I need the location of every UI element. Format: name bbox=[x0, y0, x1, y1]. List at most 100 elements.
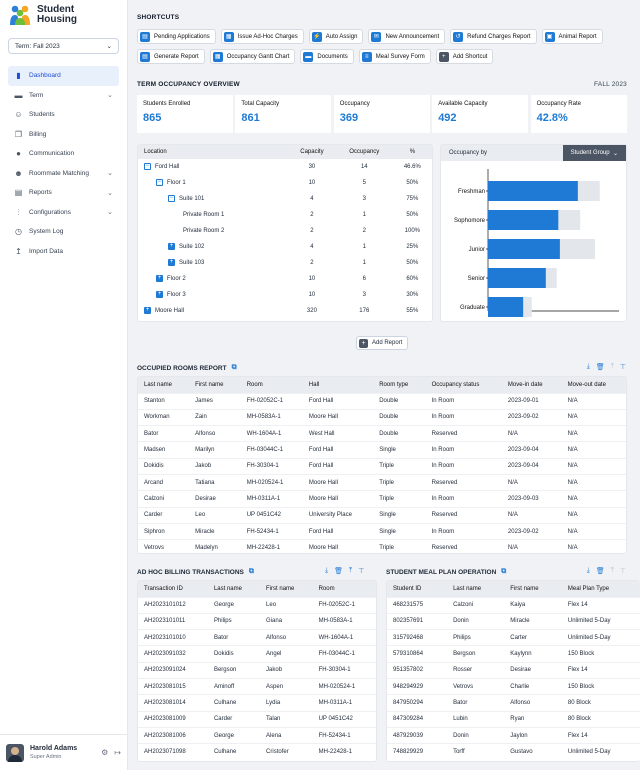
table-row[interactable]: 951357802 Rosser Desirae Flex 14 bbox=[387, 661, 640, 679]
shortcut-refund-charges-report[interactable]: ↺ Refund Charges Report bbox=[450, 29, 537, 44]
column-header[interactable]: Student ID bbox=[387, 581, 448, 597]
column-header[interactable]: Last name bbox=[447, 581, 505, 597]
collapse-icon[interactable]: − bbox=[144, 163, 151, 171]
table-row[interactable]: Private Room 2 2 2 100% bbox=[138, 223, 432, 239]
table-row[interactable]: 487929039 Donin Jaylon Flex 14 bbox=[387, 726, 640, 744]
sidebar-item-reports[interactable]: ▤ Reports ⌄ bbox=[0, 183, 127, 203]
upload-icon[interactable]: ⤒ bbox=[610, 567, 614, 574]
trash-icon[interactable]: 🗑 bbox=[334, 568, 343, 575]
table-row[interactable]: Dokidis Jakob FH-30304-1 Ford Hall Triple In … bbox=[138, 457, 626, 475]
app-logo[interactable]: Student Housing bbox=[0, 0, 127, 30]
table-row[interactable]: Madsen Marilyn FH-03044C-1 Ford Hall Single I… bbox=[138, 441, 626, 459]
table-row[interactable]: 579310864 Bergson Kaylynn 150 Block bbox=[387, 645, 640, 663]
external-link-icon[interactable]: ⧉ bbox=[248, 568, 254, 575]
table-row[interactable]: Carder Leo UP 0451C42 University Place Singl… bbox=[138, 506, 626, 524]
external-link-icon[interactable]: ⧉ bbox=[501, 568, 507, 575]
table-row[interactable]: 315792468 Philips Carter Unlimited 5-Day bbox=[387, 629, 640, 646]
column-header[interactable]: Hall bbox=[302, 377, 374, 393]
sidebar-item-import-data[interactable]: ↥ Import Data bbox=[0, 242, 127, 262]
shortcut-meal-survey-form[interactable]: ≡ Meal Survey Form bbox=[358, 49, 431, 64]
sidebar-item-dashboard[interactable]: ▮ Dashboard bbox=[8, 66, 119, 86]
table-row[interactable]: + Floor 3 10 3 30% bbox=[138, 287, 432, 303]
column-header[interactable]: % bbox=[392, 145, 432, 159]
column-header[interactable]: Occupancy status bbox=[425, 377, 502, 393]
gear-icon[interactable]: ⚙ bbox=[101, 748, 109, 757]
table-row[interactable]: Workman Zain MH-0583A-1 Moore Hall Double In … bbox=[138, 408, 626, 426]
table-row[interactable]: + Suite 103 2 1 50% bbox=[138, 255, 432, 271]
sidebar-item-configurations[interactable]: ⫶ Configurations ⌄ bbox=[0, 203, 127, 223]
expand-icon[interactable]: + bbox=[168, 259, 175, 267]
occupancy-bar[interactable] bbox=[488, 268, 546, 288]
download-icon[interactable]: ⤓ bbox=[325, 567, 329, 574]
table-row[interactable]: AH2023091024 Bergson Jakob FH-30304-1 bbox=[138, 661, 376, 679]
column-header[interactable]: Room bbox=[312, 581, 376, 597]
occupancy-bar[interactable] bbox=[488, 297, 524, 317]
group-select[interactable]: Student Group ⌄ bbox=[562, 145, 626, 161]
occupancy-bar[interactable] bbox=[488, 210, 559, 230]
column-header[interactable]: Location bbox=[138, 145, 288, 159]
table-row[interactable]: AH2023071098 Culhane Cristofer MH-22428-1 bbox=[138, 743, 376, 760]
pin-icon[interactable]: ⊤ bbox=[358, 568, 365, 575]
table-row[interactable]: AH2023081015 Aminoff Aspen MH-020524-1 bbox=[138, 677, 376, 695]
table-row[interactable]: AH2023091032 Dokidis Angel FH-03044C-1 bbox=[138, 645, 376, 663]
column-header[interactable]: Move-out date bbox=[561, 377, 626, 393]
table-row[interactable]: + Floor 2 10 6 60% bbox=[138, 271, 432, 287]
table-row[interactable]: − Ford Hall 30 14 46.6% bbox=[138, 159, 432, 175]
table-row[interactable]: AH2023101011 Philips Giana MH-0583A-1 bbox=[138, 612, 376, 630]
download-icon[interactable]: ⤓ bbox=[586, 567, 590, 574]
table-row[interactable]: Arcand Tatiana MH-020524-1 Moore Hall Triple… bbox=[138, 473, 626, 491]
download-icon[interactable]: ⤓ bbox=[586, 363, 590, 370]
column-header[interactable]: Move-in date bbox=[501, 377, 562, 393]
occupancy-bar[interactable] bbox=[488, 181, 578, 201]
column-header[interactable]: Capacity bbox=[288, 145, 336, 159]
column-header[interactable]: Meal Plan Type bbox=[561, 581, 640, 597]
table-row[interactable]: − Floor 1 10 5 50% bbox=[138, 175, 432, 191]
table-row[interactable]: + Suite 102 4 1 25% bbox=[138, 239, 432, 255]
table-row[interactable]: 948294929 Vetrovs Charlie 150 Block bbox=[387, 677, 640, 695]
term-select[interactable]: Term: Fall 2023 ⌄ bbox=[8, 38, 119, 54]
table-row[interactable]: AH2023081014 Culhane Lydia MH-0311A-1 bbox=[138, 694, 376, 712]
table-row[interactable]: AH2023081009 Carder Talan UP 0451C42 bbox=[138, 710, 376, 728]
occupancy-bar[interactable] bbox=[488, 239, 560, 259]
add-report-button[interactable]: + Add Report bbox=[356, 336, 409, 350]
column-header[interactable]: Room type bbox=[373, 377, 426, 393]
sidebar-item-communication[interactable]: ● Communication bbox=[0, 144, 127, 164]
column-header[interactable]: First name bbox=[504, 581, 562, 597]
table-row[interactable]: Calzoni Desirae MH-0311A-1 Moore Hall Triple… bbox=[138, 490, 626, 508]
table-row[interactable]: − Suite 101 4 3 75% bbox=[138, 191, 432, 207]
table-row[interactable]: 748829929 Torff Gustavo Unlimited 5-Day bbox=[387, 743, 640, 760]
shortcut-issue-ad-hoc-charges[interactable]: ▦ Issue Ad-Hoc Charges bbox=[220, 29, 304, 44]
column-header[interactable]: First name bbox=[189, 377, 241, 393]
external-link-icon[interactable]: ⧉ bbox=[231, 364, 237, 371]
column-header[interactable]: Occupancy bbox=[335, 145, 393, 159]
table-row[interactable]: Siphron Miracle FH-52434-1 Ford Hall Single I… bbox=[138, 522, 626, 540]
shortcut-add-shortcut[interactable]: + Add Shortcut bbox=[435, 49, 494, 64]
table-row[interactable]: AH2023081006 George Alena FH-52434-1 bbox=[138, 726, 376, 744]
trash-icon[interactable]: 🗑 bbox=[595, 568, 605, 575]
shortcut-generate-report[interactable]: ▤ Generate Report bbox=[137, 49, 205, 64]
column-header[interactable]: Transaction ID bbox=[138, 581, 208, 597]
upload-icon[interactable]: ⤒ bbox=[610, 363, 614, 370]
collapse-icon[interactable]: − bbox=[156, 179, 163, 187]
column-header[interactable]: Last name bbox=[207, 581, 261, 597]
sidebar-item-roommate-matching[interactable]: ☻ Roommate Matching ⌄ bbox=[0, 164, 127, 184]
column-header[interactable]: Last name bbox=[138, 377, 190, 393]
table-row[interactable]: 847309284 Lubin Ryan 80 Block bbox=[387, 710, 640, 728]
table-row[interactable]: + Moore Hall 320 176 55% bbox=[138, 303, 432, 319]
shortcut-documents[interactable]: ▬ Documents bbox=[300, 49, 354, 64]
table-row[interactable]: AH2023101010 Bator Alfonso WH-1604A-1 bbox=[138, 629, 376, 646]
logout-icon[interactable]: ↦ bbox=[114, 748, 121, 757]
pin-icon[interactable]: ⊤ bbox=[619, 568, 626, 575]
shortcut-pending-applications[interactable]: ▤ Pending Applications bbox=[137, 29, 216, 44]
shortcut-animal-report[interactable]: ▣ Animal Report bbox=[541, 29, 603, 44]
sidebar-item-term[interactable]: ▬ Term ⌄ bbox=[0, 86, 127, 106]
column-header[interactable]: First name bbox=[260, 581, 313, 597]
expand-icon[interactable]: + bbox=[156, 291, 163, 299]
expand-icon[interactable]: + bbox=[144, 307, 151, 315]
table-row[interactable]: 468231575 Calzoni Kaiya Flex 14 bbox=[387, 596, 640, 614]
table-row[interactable]: 802357691 Donin Miracle Unlimited 5-Day bbox=[387, 612, 640, 630]
expand-icon[interactable]: + bbox=[156, 275, 163, 283]
expand-icon[interactable]: + bbox=[168, 243, 175, 251]
collapse-icon[interactable]: − bbox=[168, 195, 175, 203]
shortcut-new-announcement[interactable]: ✉ New Announcement bbox=[368, 29, 446, 44]
